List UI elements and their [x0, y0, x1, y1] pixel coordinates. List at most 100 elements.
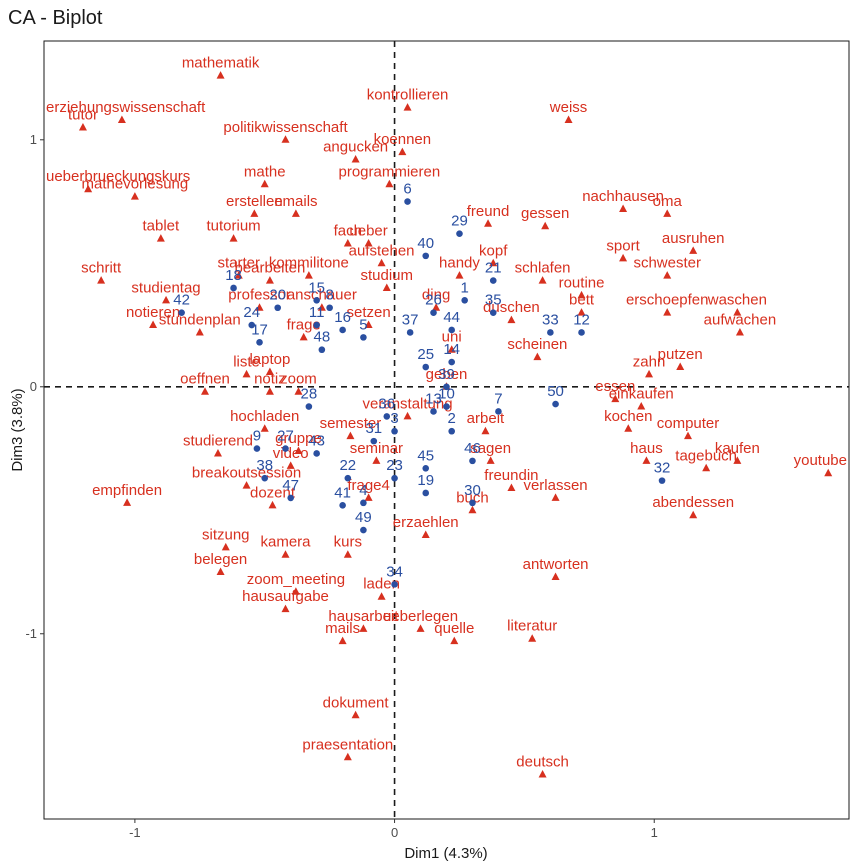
- word-point-marker: [432, 303, 441, 311]
- word-point-label: weiss: [549, 99, 588, 116]
- document-point-marker: [383, 413, 391, 420]
- word-point-label: ueberbrueckungskurs: [46, 168, 190, 185]
- word-point-marker: [291, 587, 300, 595]
- word-point-marker: [642, 456, 651, 464]
- word-point-marker: [689, 246, 698, 254]
- word-point-marker: [351, 710, 360, 719]
- word-point-marker: [216, 71, 225, 79]
- document-point-label: 13: [425, 390, 442, 407]
- word-point-marker: [234, 271, 243, 279]
- document-point-marker: [422, 489, 430, 497]
- word-point-label: tablet: [143, 218, 181, 235]
- word-point-label: geben: [426, 366, 468, 383]
- document-point-label: 3: [390, 410, 398, 427]
- document-point-label: 21: [485, 260, 502, 277]
- word-point-marker: [538, 770, 547, 778]
- word-point-marker: [619, 253, 628, 262]
- document-point-marker: [422, 363, 430, 371]
- document-point-marker: [422, 252, 430, 260]
- word-point-marker: [281, 135, 290, 143]
- word-point-marker: [294, 446, 303, 454]
- document-point-marker: [370, 437, 378, 445]
- word-point-marker: [359, 624, 368, 632]
- word-point-label: antworten: [523, 556, 589, 573]
- word-point-marker: [364, 239, 373, 247]
- document-point-label: 16: [334, 309, 351, 326]
- word-point-label: abendessen: [652, 494, 734, 511]
- word-point-label: sitzung: [202, 526, 250, 543]
- word-point-marker: [260, 424, 269, 432]
- word-point-label: laptop: [249, 351, 290, 368]
- word-point-label: ueberlegen: [383, 608, 458, 625]
- word-point-marker: [221, 542, 230, 551]
- word-point-marker: [486, 456, 495, 464]
- word-point-marker: [242, 369, 251, 378]
- document-point-marker: [391, 581, 398, 588]
- word-point-marker: [551, 493, 560, 501]
- document-point-label: 26: [425, 292, 442, 309]
- document-point-marker: [360, 526, 367, 534]
- word-point-marker: [528, 634, 537, 642]
- word-point-label: professor: [228, 287, 291, 304]
- word-point-marker: [260, 179, 269, 188]
- document-point-label: 23: [386, 457, 403, 474]
- word-point-label: aufwachen: [704, 311, 777, 328]
- data-marks: mathematik erziehungswissenschaft kontroll…: [46, 55, 847, 778]
- word-point-marker: [663, 271, 672, 279]
- y-axis-ticks: -1 0 1: [25, 132, 44, 641]
- document-point-marker: [253, 445, 261, 452]
- word-point-marker: [735, 327, 744, 336]
- document-point-label: 29: [451, 213, 468, 230]
- x-tick-label: 1: [651, 825, 658, 840]
- document-point-marker: [404, 198, 411, 205]
- word-point-label: dozent: [250, 484, 296, 501]
- document-point-label: 18: [225, 267, 242, 284]
- document-point-marker: [256, 339, 263, 346]
- document-point-marker: [313, 450, 320, 457]
- word-point-marker: [733, 308, 742, 316]
- word-point-label: kommilitone: [269, 255, 349, 272]
- word-point-label: routine: [559, 274, 605, 291]
- word-point-marker: [242, 481, 251, 489]
- document-point-label: 42: [173, 292, 190, 309]
- word-point-marker: [416, 624, 425, 632]
- document-point-marker: [448, 427, 455, 435]
- document-point-label: 4: [359, 482, 367, 499]
- word-point-marker: [577, 308, 586, 316]
- document-point-marker: [430, 309, 437, 316]
- document-point-label: 2: [448, 410, 456, 427]
- word-point-marker: [343, 752, 352, 761]
- word-point-marker: [250, 209, 259, 217]
- word-point-label: veranstaltung: [363, 395, 453, 412]
- word-point-label: semester: [320, 415, 382, 432]
- document-point-marker: [230, 284, 237, 292]
- document-point-label: 28: [301, 386, 318, 403]
- document-point-label: 36: [378, 395, 395, 412]
- word-point-label: erschoepfen: [626, 292, 709, 309]
- word-point-label: literatur: [507, 618, 557, 635]
- document-point-label: 40: [417, 235, 434, 252]
- document-point-label: 22: [339, 457, 356, 474]
- word-point-marker: [343, 239, 352, 247]
- word-point-marker: [364, 493, 373, 501]
- word-point-marker: [450, 636, 459, 645]
- document-point-label: 41: [334, 484, 351, 501]
- word-point-label: handy: [439, 255, 480, 272]
- word-point-marker: [507, 315, 516, 324]
- word-point-label: deutsch: [516, 754, 569, 771]
- document-point-label: 8: [325, 287, 333, 304]
- reference-lines: [44, 41, 849, 819]
- document-point-label: 35: [485, 292, 502, 309]
- word-point-marker: [398, 147, 407, 156]
- document-point-label: 10: [438, 386, 455, 403]
- word-point-marker: [382, 283, 391, 291]
- word-point-label: kochen: [604, 408, 652, 425]
- document-point-marker: [344, 474, 352, 482]
- word-point-label: duschen: [483, 299, 540, 316]
- chart-title: CA - Biplot: [8, 7, 103, 29]
- word-point-label: freund: [467, 203, 510, 220]
- word-point-marker: [317, 303, 326, 311]
- document-point-marker: [469, 499, 476, 507]
- document-point-marker: [248, 321, 256, 329]
